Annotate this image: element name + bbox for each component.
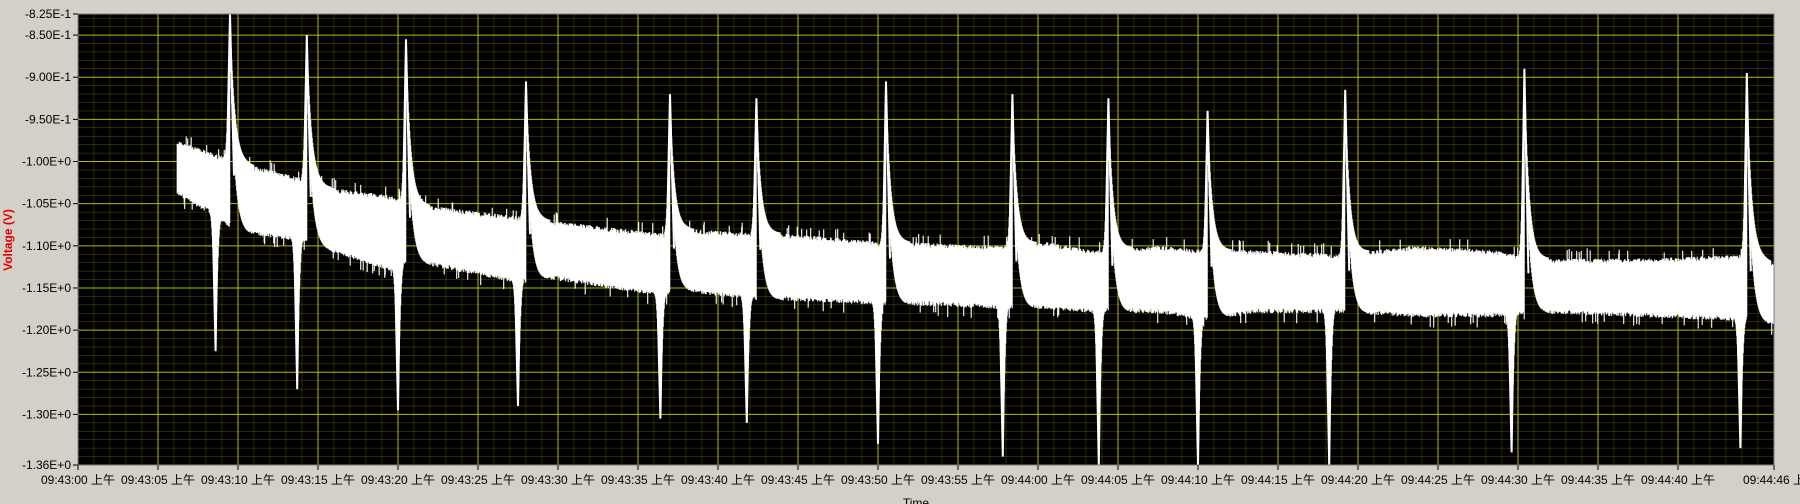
x-tick-label: 09:43:05 上午 (121, 473, 195, 487)
y-tick-label: -1.25E+0 (22, 365, 71, 379)
x-tick-label: 09:44:00 上午 (1001, 473, 1075, 487)
y-tick-label: -9.00E-1 (25, 70, 71, 84)
y-tick-label: -1.30E+0 (22, 407, 71, 421)
x-tick-label: 09:44:05 上午 (1081, 473, 1155, 487)
x-tick-label: 09:43:00 上午 (41, 473, 115, 487)
spike-12 (1507, 68, 1530, 453)
x-axis: 09:43:00 上午 09:43:05 上午 09:43:10 上午 09:43:1… (41, 465, 1800, 487)
x-tick-label: 09:43:40 上午 (681, 473, 755, 487)
y-tick-label: -1.00E+0 (22, 155, 71, 169)
x-tick-label: 09:43:10 上午 (201, 473, 275, 487)
x-tick-label: 09:44:40 上午 (1641, 473, 1715, 487)
x-tick-label: 09:44:10 上午 (1161, 473, 1235, 487)
spike-6 (742, 98, 762, 423)
x-tick-label: 09:44:15 上午 (1241, 473, 1315, 487)
plot-border (77, 13, 1775, 466)
x-tick-label: 09:43:20 上午 (361, 473, 435, 487)
y-tick-label: -1.05E+0 (22, 197, 71, 211)
spike-7 (874, 81, 891, 444)
x-tick-label: 09:43:55 上午 (921, 473, 995, 487)
y-axis: -8.25E-1 -8.50E-1 -9.00E-1 -9.50E-1 -1.00E+0… (22, 7, 78, 472)
x-tick-label: 09:44:46 上 (1743, 473, 1800, 487)
x-tick-label: 09:43:50 上午 (841, 473, 915, 487)
x-tick-label: 09:43:45 上午 (761, 473, 835, 487)
x-tick-label: 09:43:30 上午 (521, 473, 595, 487)
x-tick-label: 09:44:35 上午 (1561, 473, 1635, 487)
x-tick-label: 09:44:30 上午 (1481, 473, 1555, 487)
x-tick-label: 09:44:20 上午 (1321, 473, 1395, 487)
y-tick-label: -8.50E-1 (25, 28, 71, 42)
y-tick-label: -9.50E-1 (25, 112, 71, 126)
x-axis-label: Time (903, 496, 930, 504)
spike-13 (1736, 72, 1752, 449)
spike-4 (514, 81, 531, 407)
spike-2 (293, 35, 312, 390)
y-tick-label: -1.20E+0 (22, 323, 71, 337)
x-tick-label: 09:43:35 上午 (601, 473, 675, 487)
major-grid (77, 13, 1775, 466)
y-axis-label: Voltage (V) (1, 209, 15, 271)
x-tick-label: 09:43:15 上午 (281, 473, 355, 487)
y-tick-label: -1.10E+0 (22, 239, 71, 253)
spike-3 (394, 39, 411, 411)
y-tick-label: -1.36E+0 (22, 458, 71, 472)
spike-5 (656, 94, 675, 419)
y-tick-label: -8.25E-1 (25, 7, 71, 21)
x-tick-label: 09:44:25 上午 (1401, 473, 1475, 487)
x-tick-label: 09:43:25 上午 (441, 473, 515, 487)
spike-8 (998, 94, 1018, 457)
y-tick-label: -1.15E+0 (22, 281, 71, 295)
